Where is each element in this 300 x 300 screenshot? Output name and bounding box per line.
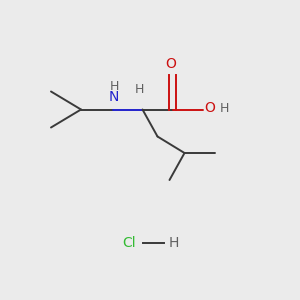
Text: H: H (169, 236, 179, 250)
Text: O: O (166, 57, 176, 70)
Text: Cl: Cl (122, 236, 136, 250)
Text: H: H (109, 80, 119, 94)
Text: H: H (135, 83, 144, 96)
Text: N: N (109, 90, 119, 104)
Text: O: O (205, 101, 215, 115)
Text: H: H (219, 101, 229, 115)
